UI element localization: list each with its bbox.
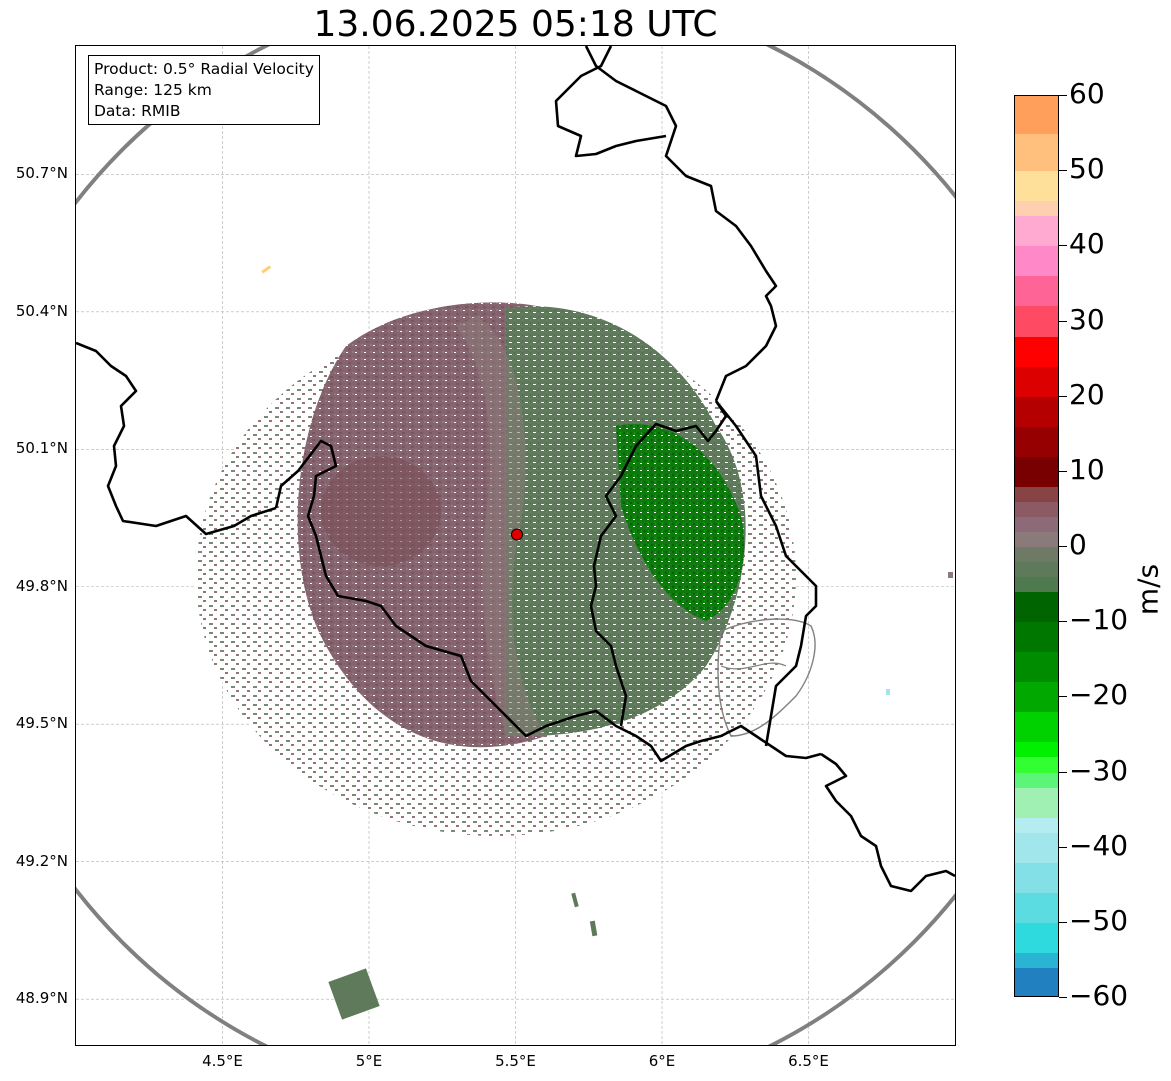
colorbar-segment	[1015, 742, 1058, 758]
product-info-box: Product: 0.5° Radial Velocity Range: 125…	[88, 55, 320, 125]
colorbar-segment	[1015, 682, 1058, 713]
latitude-label: 49.2°N	[15, 851, 68, 870]
longitude-label: 4.5°E	[202, 1052, 243, 1070]
colorbar-tick-label: −30	[1069, 753, 1129, 787]
longitude-label: 5.5°E	[495, 1052, 536, 1070]
colorbar-segment	[1015, 787, 1058, 819]
velocity-field	[196, 265, 953, 1020]
colorbar-tick-label: 60	[1069, 77, 1105, 110]
colorbar-segment	[1015, 396, 1058, 428]
latitude-label: 50.4°N	[15, 301, 68, 320]
colorbar-tick	[1059, 846, 1067, 848]
map-title: 13.06.2025 05:18 UTC	[313, 4, 718, 45]
colorbar-tick-label: −60	[1069, 979, 1129, 1012]
colorbar-segment	[1015, 862, 1058, 894]
longitude-label: 6°E	[648, 1052, 676, 1070]
colorbar-segment	[1015, 336, 1058, 368]
colorbar-tick-label: −40	[1069, 828, 1129, 862]
colorbar-segment	[1015, 832, 1058, 864]
longitude-label: 6.5°E	[788, 1052, 829, 1070]
colorbar-tick-label: 30	[1069, 302, 1105, 336]
colorbar-segment	[1015, 246, 1058, 277]
colorbar-tick	[1059, 320, 1067, 322]
colorbar-segment	[1015, 216, 1058, 247]
colorbar-tick	[1059, 170, 1067, 172]
colorbar-segment	[1015, 712, 1058, 743]
colorbar-tick	[1059, 621, 1067, 623]
colorbar-tick-label: 40	[1069, 227, 1105, 261]
radar-map-canvas[interactable]	[76, 46, 955, 1045]
colorbar-segment	[1015, 306, 1058, 338]
latitude-label: 49.5°N	[15, 714, 68, 733]
colorbar-segment	[1015, 817, 1058, 834]
colorbar-segment	[1015, 922, 1058, 954]
colorbar-tick-label: −50	[1069, 903, 1129, 937]
colorbar-segment	[1015, 592, 1058, 623]
radar-map-panel[interactable]	[75, 45, 956, 1046]
colorbar-segment	[1015, 892, 1058, 924]
colorbar-segment	[1015, 652, 1058, 683]
country-borders	[76, 46, 955, 893]
colorbar-segment	[1015, 456, 1058, 488]
radar-site-marker[interactable]	[510, 528, 523, 541]
colorbar-segment	[1015, 96, 1058, 135]
colorbar-segment	[1015, 366, 1058, 398]
colorbar-segment	[1015, 276, 1058, 307]
data-source-line: Data: RMIB	[94, 102, 181, 120]
latitude-label: 50.1°N	[15, 439, 68, 458]
colorbar-tick-label: −10	[1069, 603, 1129, 637]
colorbar-segment	[1015, 201, 1058, 217]
colorbar-tick	[1059, 395, 1067, 397]
colorbar-segment	[1015, 757, 1058, 773]
colorbar-unit-wrapper: m/s	[1132, 548, 1165, 615]
colorbar-segment	[1015, 486, 1058, 503]
colorbar-tick-label: −20	[1069, 678, 1129, 712]
district-boundaries	[717, 618, 816, 737]
colorbar-tick	[1059, 245, 1067, 247]
colorbar-tick-label: 0	[1069, 528, 1087, 561]
colorbar-segment	[1015, 967, 1058, 996]
colorbar-tick	[1059, 470, 1067, 472]
product-line: Product: 0.5° Radial Velocity	[94, 60, 314, 78]
colorbar-segment	[1015, 133, 1058, 172]
colorbar-tick	[1059, 696, 1067, 698]
colorbar-tick	[1059, 997, 1067, 998]
colorbar-tick	[1059, 95, 1067, 96]
colorbar-tick	[1059, 771, 1067, 773]
colorbar-tick-label: 10	[1069, 452, 1105, 486]
colorbar-tick-label: 20	[1069, 377, 1105, 411]
longitude-label: 5°E	[355, 1052, 383, 1070]
latitude-label: 50.7°N	[15, 164, 68, 183]
colorbar-tick	[1059, 546, 1067, 547]
latitude-label: 49.8°N	[15, 576, 68, 595]
colorbar-segment	[1015, 531, 1058, 548]
colorbar-segment	[1015, 516, 1058, 533]
colorbar-segment	[1015, 426, 1058, 458]
velocity-colorbar	[1014, 95, 1059, 997]
colorbar-tick	[1059, 921, 1067, 923]
colorbar-segment	[1015, 562, 1058, 578]
colorbar-segment	[1015, 501, 1058, 518]
colorbar-segment	[1015, 547, 1058, 563]
colorbar-unit: m/s	[1131, 563, 1165, 616]
colorbar-segment	[1015, 171, 1058, 202]
colorbar-segment	[1015, 622, 1058, 653]
colorbar-segment	[1015, 952, 1058, 969]
latitude-label: 48.9°N	[15, 989, 68, 1008]
colorbar-segment	[1015, 577, 1058, 593]
range-line: Range: 125 km	[94, 81, 212, 99]
colorbar-tick-label: 50	[1069, 152, 1105, 186]
colorbar-segment	[1015, 772, 1058, 789]
